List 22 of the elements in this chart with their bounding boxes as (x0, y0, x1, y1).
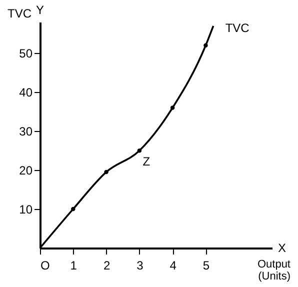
point (104, 170, 108, 174)
annotation: Z (142, 154, 150, 169)
y-tick-label: 30 (19, 124, 33, 139)
y-tick-label: 50 (19, 46, 33, 61)
y-tick-label: 20 (19, 164, 33, 178)
x-axis-title: Output (Units) (257, 258, 290, 282)
text: Y (36, 3, 44, 17)
point (204, 43, 208, 48)
x-tick-label: O (40, 258, 50, 272)
point (71, 206, 76, 212)
x-tick-label: 3 (136, 258, 144, 272)
x-tick-label: 1 (70, 258, 78, 272)
y-axis-title: TVC (8, 6, 32, 20)
point (170, 106, 175, 110)
x-tick-label: 5 (202, 258, 210, 272)
text: X (278, 241, 286, 255)
y-tick-label: 40 (19, 86, 33, 100)
x-tick-label: 2 (103, 258, 110, 272)
series-label: TVC (225, 20, 250, 35)
x-tick-label: 4 (170, 258, 177, 272)
point (137, 148, 142, 153)
y-tick-label: 10 (19, 202, 33, 217)
